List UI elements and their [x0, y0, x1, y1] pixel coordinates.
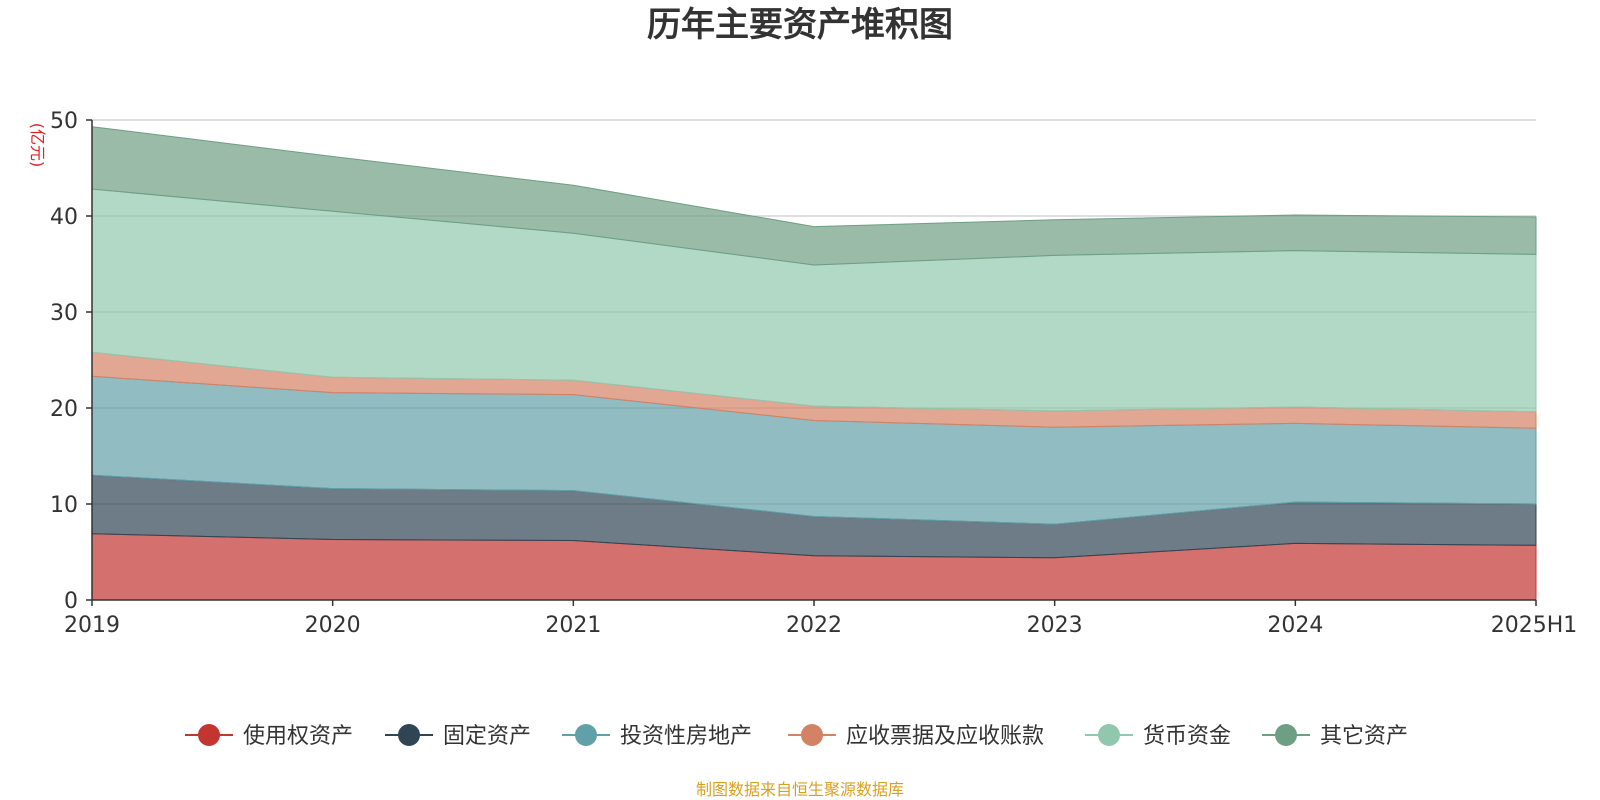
stacked-areas — [91, 126, 1537, 601]
y-tick-label: 50 — [50, 109, 78, 134]
legend-marker-dot — [1275, 724, 1297, 746]
legend-label: 应收票据及应收账款 — [846, 724, 1044, 749]
legend-item[interactable]: 其它资产 — [1262, 724, 1408, 749]
legend-label: 投资性房地产 — [620, 724, 752, 749]
y-tick-label: 40 — [50, 205, 78, 230]
x-tick-label: 2019 — [64, 613, 120, 638]
legend-item[interactable]: 使用权资产 — [185, 724, 353, 749]
y-tick-label: 0 — [64, 589, 78, 614]
legend-item[interactable]: 应收票据及应收账款 — [788, 724, 1044, 749]
legend-label: 使用权资产 — [243, 724, 353, 749]
area-series — [91, 126, 1537, 266]
x-tick-label: 2024 — [1267, 613, 1323, 638]
legend-marker-dot — [1098, 724, 1120, 746]
legend-item[interactable]: 投资性房地产 — [562, 724, 752, 749]
legend-item[interactable]: 货币资金 — [1085, 724, 1231, 749]
legend-item[interactable]: 固定资产 — [385, 724, 531, 749]
y-tick-label: 10 — [50, 493, 78, 518]
y-tick-label: 30 — [50, 301, 78, 326]
y-unit-label: (亿元) — [28, 123, 47, 168]
legend-marker-dot — [801, 724, 823, 746]
legend[interactable]: 使用权资产 固定资产 投资性房地产 应收票据及应收账款 货币资金 其它资产 — [185, 724, 1408, 749]
x-tick-label: 2021 — [545, 613, 601, 638]
x-tick-label: 2022 — [786, 613, 842, 638]
y-tick-label: 20 — [50, 397, 78, 422]
legend-label: 其它资产 — [1320, 724, 1408, 749]
x-tick-label: 2020 — [305, 613, 361, 638]
x-tick-label: 2023 — [1027, 613, 1083, 638]
axes: 0 10 20 30 40 50 2019 2020 2021 2022 2023 2024 2025H… — [50, 109, 1577, 638]
x-tick-label: 2025H1 — [1491, 613, 1578, 638]
legend-marker-dot — [398, 724, 420, 746]
legend-label: 货币资金 — [1143, 724, 1231, 749]
chart-title: 历年主要资产堆积图 — [647, 5, 953, 45]
source-note: 制图数据来自恒生聚源数据库 — [696, 780, 904, 799]
legend-marker-dot — [575, 724, 597, 746]
legend-label: 固定资产 — [443, 724, 531, 749]
legend-marker-dot — [198, 724, 220, 746]
